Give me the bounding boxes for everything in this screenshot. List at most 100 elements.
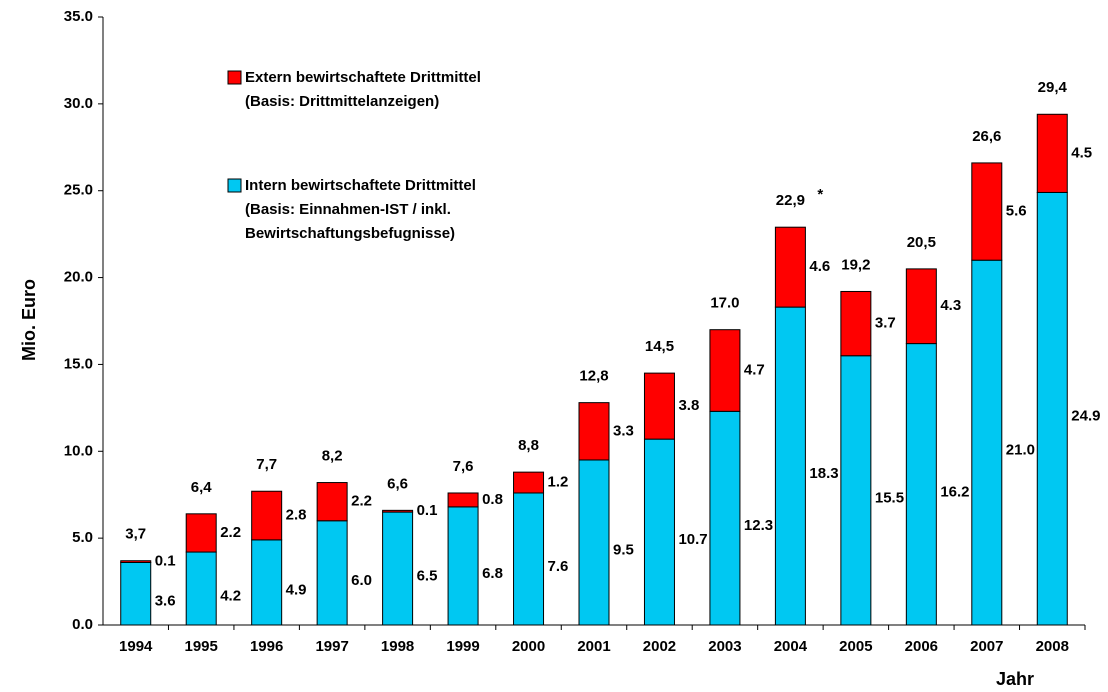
value-label: 6.5 <box>417 568 438 585</box>
x-tick-label: 2002 <box>643 638 676 655</box>
total-label: 8,2 <box>322 448 343 465</box>
total-label: 12,8 <box>579 368 608 385</box>
bar-segment <box>251 539 283 626</box>
value-label: 16.2 <box>940 483 969 500</box>
y-tick-label: 30.0 <box>64 95 93 112</box>
legend-note: (Basis: Einnahmen-IST / inkl. <box>245 201 451 218</box>
legend-swatch <box>227 70 242 85</box>
legend-note: Bewirtschaftungsbefugnisse) <box>245 225 455 242</box>
total-label: 7,6 <box>453 458 474 475</box>
bar-segment <box>382 511 414 626</box>
y-tick-label: 20.0 <box>64 269 93 286</box>
y-tick-label: 5.0 <box>72 529 93 546</box>
y-tick-label: 0.0 <box>72 616 93 633</box>
total-label: 6,6 <box>387 475 408 492</box>
bar-segment <box>120 560 152 563</box>
legend-label: Extern bewirtschaftete Drittmittel <box>245 69 481 86</box>
bar-segment <box>905 343 937 626</box>
total-label: 22,9 <box>776 192 805 209</box>
x-tick-label: 1998 <box>381 638 414 655</box>
value-label: 24.9 <box>1071 408 1100 425</box>
x-tick-label: 2008 <box>1036 638 1069 655</box>
total-label: 19,2 <box>841 256 870 273</box>
value-label: 4.2 <box>220 587 241 604</box>
bar-segment <box>447 506 479 626</box>
value-label: 4.7 <box>744 361 765 378</box>
x-tick-label: 2003 <box>708 638 741 655</box>
legend-swatch <box>227 178 242 193</box>
total-label: 8,8 <box>518 437 539 454</box>
bar-segment <box>185 551 217 626</box>
value-label: 2.8 <box>286 507 307 524</box>
x-tick-label: 2004 <box>774 638 808 655</box>
y-tick-label: 15.0 <box>64 355 93 372</box>
x-tick-label: 1997 <box>315 638 348 655</box>
x-tick-label: 2006 <box>905 638 938 655</box>
value-label: 15.5 <box>875 489 904 506</box>
value-label: 4.3 <box>940 297 961 314</box>
value-label: 5.6 <box>1006 203 1027 220</box>
total-label: 14,5 <box>645 338 674 355</box>
annotation: * <box>817 186 823 203</box>
bar-segment <box>774 226 806 308</box>
bar-segment <box>643 438 675 626</box>
value-label: 10.7 <box>678 531 707 548</box>
value-label: 3.7 <box>875 315 896 332</box>
total-label: 6,4 <box>191 479 213 496</box>
legend-note: (Basis: Drittmittelanzeigen) <box>245 93 439 110</box>
bar-segment <box>840 355 872 626</box>
value-label: 1.2 <box>548 474 569 491</box>
bar-segment <box>513 471 545 494</box>
value-label: 3.6 <box>155 593 176 610</box>
total-label: 20,5 <box>907 234 936 251</box>
bar-segment <box>513 492 545 626</box>
total-label: 29,4 <box>1038 79 1068 96</box>
value-label: 3.8 <box>678 397 699 414</box>
bar-segment <box>905 268 937 345</box>
legend-label: Intern bewirtschaftete Drittmittel <box>245 177 476 194</box>
x-tick-label: 1995 <box>185 638 218 655</box>
value-label: 0.8 <box>482 491 503 508</box>
x-axis-label: Jahr <box>996 669 1034 689</box>
x-tick-label: 2001 <box>577 638 610 655</box>
bar-segment <box>643 372 675 440</box>
x-tick-label: 1994 <box>119 638 153 655</box>
value-label: 2.2 <box>351 493 372 510</box>
y-tick-label: 10.0 <box>64 442 93 459</box>
bar-segment <box>1036 191 1068 626</box>
x-tick-label: 1996 <box>250 638 283 655</box>
bar-segment <box>447 492 479 508</box>
x-tick-label: 2007 <box>970 638 1003 655</box>
total-label: 3,7 <box>125 526 146 543</box>
bar-segment <box>578 459 610 626</box>
value-label: 6.0 <box>351 572 372 589</box>
value-label: 2.2 <box>220 524 241 541</box>
bar-segment <box>316 482 348 522</box>
value-label: 0.1 <box>155 553 176 570</box>
bar-segment <box>971 259 1003 626</box>
value-label: 4.9 <box>286 581 307 598</box>
value-label: 21.0 <box>1006 442 1035 459</box>
bar-segment <box>578 402 610 461</box>
bar-segment <box>185 513 217 553</box>
value-label: 9.5 <box>613 541 634 558</box>
value-label: 3.3 <box>613 422 634 439</box>
bar-segment <box>774 306 806 626</box>
bar-segment <box>1036 113 1068 193</box>
x-tick-label: 2005 <box>839 638 872 655</box>
value-label: 4.5 <box>1071 144 1092 161</box>
value-label: 18.3 <box>809 465 838 482</box>
total-label: 17.0 <box>710 295 739 312</box>
y-tick-label: 25.0 <box>64 182 93 199</box>
total-label: 7,7 <box>256 456 277 473</box>
y-tick-label: 35.0 <box>64 8 93 25</box>
bar-segment <box>709 329 741 412</box>
x-tick-label: 2000 <box>512 638 545 655</box>
value-label: 6.8 <box>482 565 503 582</box>
value-label: 7.6 <box>548 558 569 575</box>
bar-segment <box>840 290 872 357</box>
x-tick-label: 1999 <box>446 638 479 655</box>
y-axis-label: Mio. Euro <box>19 279 39 361</box>
bar-segment <box>316 520 348 626</box>
